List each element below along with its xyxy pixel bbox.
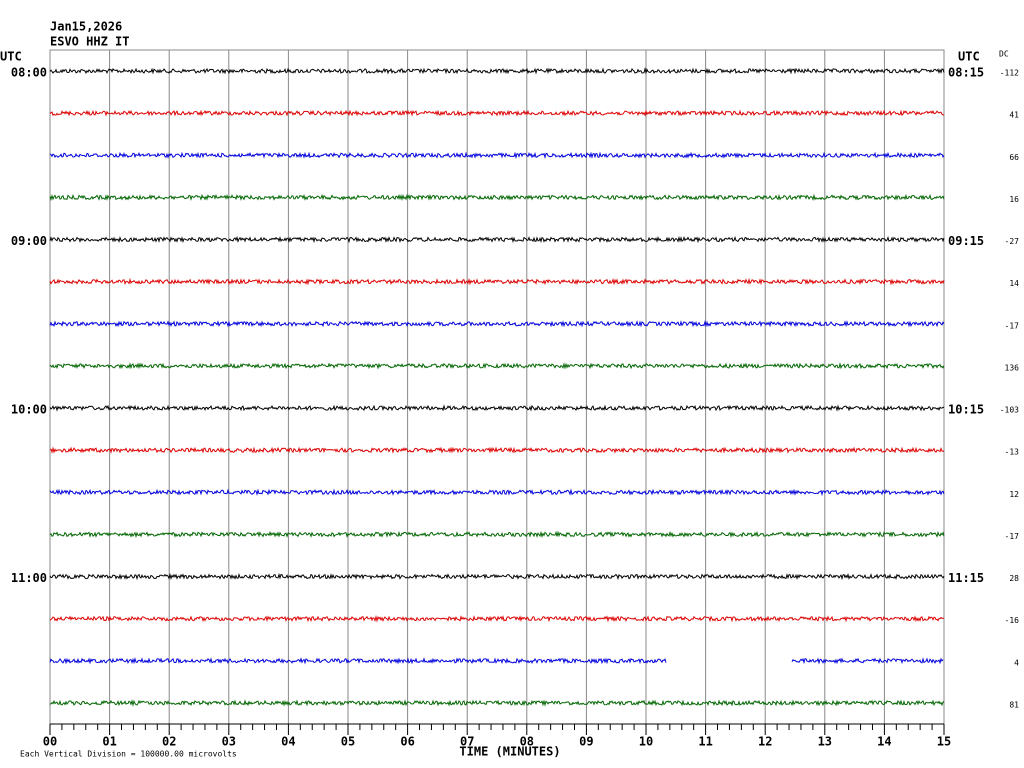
row-time-label: 11:00 [11, 571, 47, 585]
right-axis-label: UTC [958, 50, 980, 64]
left-axis-label: UTC [0, 50, 22, 64]
trace [49, 67, 945, 75]
dc-value: 66 [1009, 153, 1019, 162]
plot-frame [49, 49, 945, 725]
footnote: Each Vertical Division = 100000.00 micro… [20, 750, 237, 759]
x-tick-label: 13 [818, 735, 832, 749]
dc-value: -16 [1005, 616, 1020, 625]
trace [49, 614, 945, 623]
chart-title: Jan15,2026 [50, 20, 122, 34]
trace [49, 404, 945, 412]
dc-value: -27 [1005, 237, 1020, 246]
dc-value: 41 [1009, 111, 1019, 120]
trace [49, 109, 944, 117]
x-tick-label: 02 [162, 735, 176, 749]
x-tick-label: 07 [460, 735, 474, 749]
x-tick-label: 08 [520, 735, 534, 749]
trace [50, 446, 945, 454]
row-time-label: 09:00 [11, 234, 47, 248]
x-tick-label: 04 [281, 735, 295, 749]
dc-value: -17 [1005, 532, 1020, 541]
x-tick-label: 06 [400, 735, 414, 749]
trace [49, 235, 945, 244]
x-tick-label: 15 [937, 735, 951, 749]
row-time-label: 10:00 [11, 403, 47, 417]
row-time-label: 08:00 [11, 66, 47, 80]
x-tick-label: 14 [877, 735, 891, 749]
trace [49, 193, 945, 202]
x-tick-label: 03 [222, 735, 236, 749]
row-end-label: 10:15 [948, 403, 984, 417]
row-end-label: 08:15 [948, 66, 984, 80]
trace [49, 151, 945, 160]
dc-label: DC [999, 50, 1009, 59]
x-tick-label: 12 [758, 735, 772, 749]
trace [49, 320, 945, 328]
dc-value: -103 [1000, 406, 1019, 415]
dc-value: 4 [1014, 658, 1019, 667]
trace [49, 362, 945, 370]
x-tick-label: 11 [698, 735, 712, 749]
dc-value: 14 [1009, 279, 1019, 288]
trace [49, 657, 667, 665]
row-end-label: 09:15 [948, 234, 984, 248]
station: ESVO HHZ IT [50, 35, 129, 49]
trace [791, 657, 944, 665]
dc-value: 16 [1009, 195, 1019, 204]
trace [49, 277, 945, 286]
trace [49, 699, 945, 707]
x-tick-label: 00 [43, 735, 57, 749]
dc-value: 12 [1009, 490, 1019, 499]
dc-value: 28 [1009, 574, 1019, 583]
x-tick-label: 05 [341, 735, 355, 749]
trace [49, 572, 945, 581]
x-axis-label: TIME (MINUTES) [459, 745, 560, 759]
x-tick-label: 09 [579, 735, 593, 749]
trace [49, 530, 945, 539]
trace [49, 488, 945, 497]
x-tick-label: 01 [102, 735, 116, 749]
dc-value: 136 [1005, 363, 1020, 372]
dc-value: -112 [1000, 69, 1019, 78]
dc-value: -17 [1005, 321, 1020, 330]
x-tick-label: 10 [639, 735, 653, 749]
dc-value: -13 [1005, 448, 1020, 457]
dc-value: 81 [1009, 700, 1019, 709]
row-end-label: 11:15 [948, 571, 984, 585]
